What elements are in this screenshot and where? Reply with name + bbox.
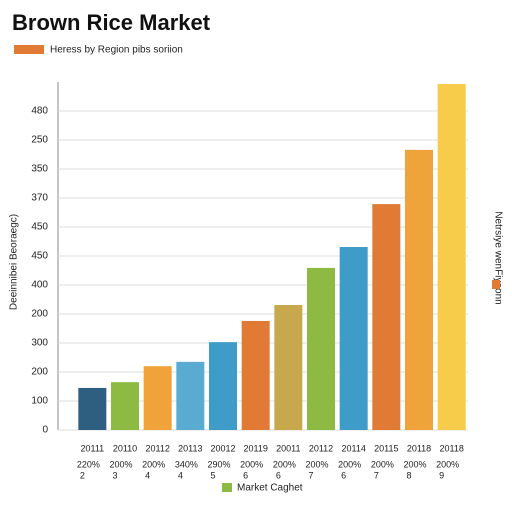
bar — [176, 361, 205, 430]
x-tick-label: 20118 — [407, 443, 431, 453]
y-tick-label: 200 — [31, 309, 48, 320]
x-tick-label: 20112 — [309, 443, 333, 453]
x-tick-sublabel: 200% — [240, 459, 263, 469]
x-tick-sublabel: 340% — [175, 459, 198, 469]
x-tick-sublabel: 200% — [338, 459, 361, 469]
bar — [339, 247, 368, 430]
x-tick-number: 6 — [243, 470, 248, 480]
x-tick-sublabel: 200% — [403, 459, 426, 469]
subtitle: Heress by Region pibs soriion — [50, 45, 183, 56]
x-tick-number: 7 — [374, 470, 379, 480]
legend-swatch — [222, 483, 232, 492]
x-tick-sublabel: 200% — [436, 459, 459, 469]
x-tick-label: 20110 — [113, 443, 137, 453]
x-tick-number: 3 — [112, 470, 117, 480]
y-tick-label: 100 — [31, 396, 48, 407]
bar — [405, 149, 433, 431]
y-tick-label: 450 — [31, 222, 48, 233]
y-tick-label: 200 — [31, 367, 48, 378]
side-legend-label: Netrsiye wenFiyeonn — [492, 211, 503, 304]
x-tick-number: 8 — [406, 470, 411, 480]
bar — [241, 320, 270, 430]
x-tick-label: 20012 — [210, 443, 235, 453]
bar — [372, 204, 401, 430]
legend-swatch — [492, 280, 500, 289]
x-tick-number: 4 — [145, 470, 150, 480]
bar — [143, 366, 172, 430]
x-tick-label: 20114 — [341, 443, 365, 453]
x-tick-sublabel: 200% — [273, 459, 296, 469]
y-tick-label: 300 — [31, 338, 48, 349]
x-tick-label: 20118 — [439, 443, 463, 453]
x-tick-number: 9 — [439, 470, 444, 480]
x-tick-number: 6 — [341, 470, 346, 480]
x-tick-label: 20011 — [276, 443, 300, 453]
bar — [111, 382, 139, 430]
bottom-legend-label: Market Caghet — [237, 483, 303, 494]
x-tick-label: 20111 — [80, 443, 104, 453]
y-tick-label: 400 — [31, 280, 48, 291]
bar — [437, 84, 466, 430]
y-tick-label: 250 — [31, 135, 48, 146]
bar — [78, 387, 107, 430]
bar — [209, 342, 237, 430]
y-tick-label: 0 — [42, 425, 48, 436]
x-tick-number: 7 — [308, 470, 313, 480]
chart-title: Brown Rice Market — [12, 10, 211, 35]
x-tick-label: 20112 — [145, 443, 169, 453]
y-axis-label: Deeinnibei Beoraegc) — [9, 214, 20, 310]
bar — [274, 305, 303, 430]
y-tick-label: 450 — [31, 251, 48, 262]
x-tick-number: 4 — [178, 470, 183, 480]
x-tick-sublabel: 200% — [109, 459, 132, 469]
y-tick-label: 480 — [31, 106, 48, 117]
legend-swatch — [14, 45, 44, 54]
x-tick-number: 6 — [276, 470, 281, 480]
x-tick-sublabel: 200% — [371, 459, 394, 469]
y-tick-label: 350 — [31, 164, 48, 175]
bar — [307, 267, 335, 430]
x-tick-sublabel: 220% — [77, 459, 100, 469]
x-tick-label: 20113 — [178, 443, 202, 453]
x-tick-sublabel: 290% — [207, 459, 230, 469]
x-tick-number: 5 — [210, 470, 215, 480]
x-tick-label: 20115 — [374, 443, 398, 453]
x-tick-sublabel: 200% — [305, 459, 328, 469]
x-tick-number: 2 — [80, 470, 85, 480]
y-tick-label: 370 — [31, 193, 48, 204]
x-tick-sublabel: 200% — [142, 459, 165, 469]
x-tick-label: 20119 — [243, 443, 267, 453]
